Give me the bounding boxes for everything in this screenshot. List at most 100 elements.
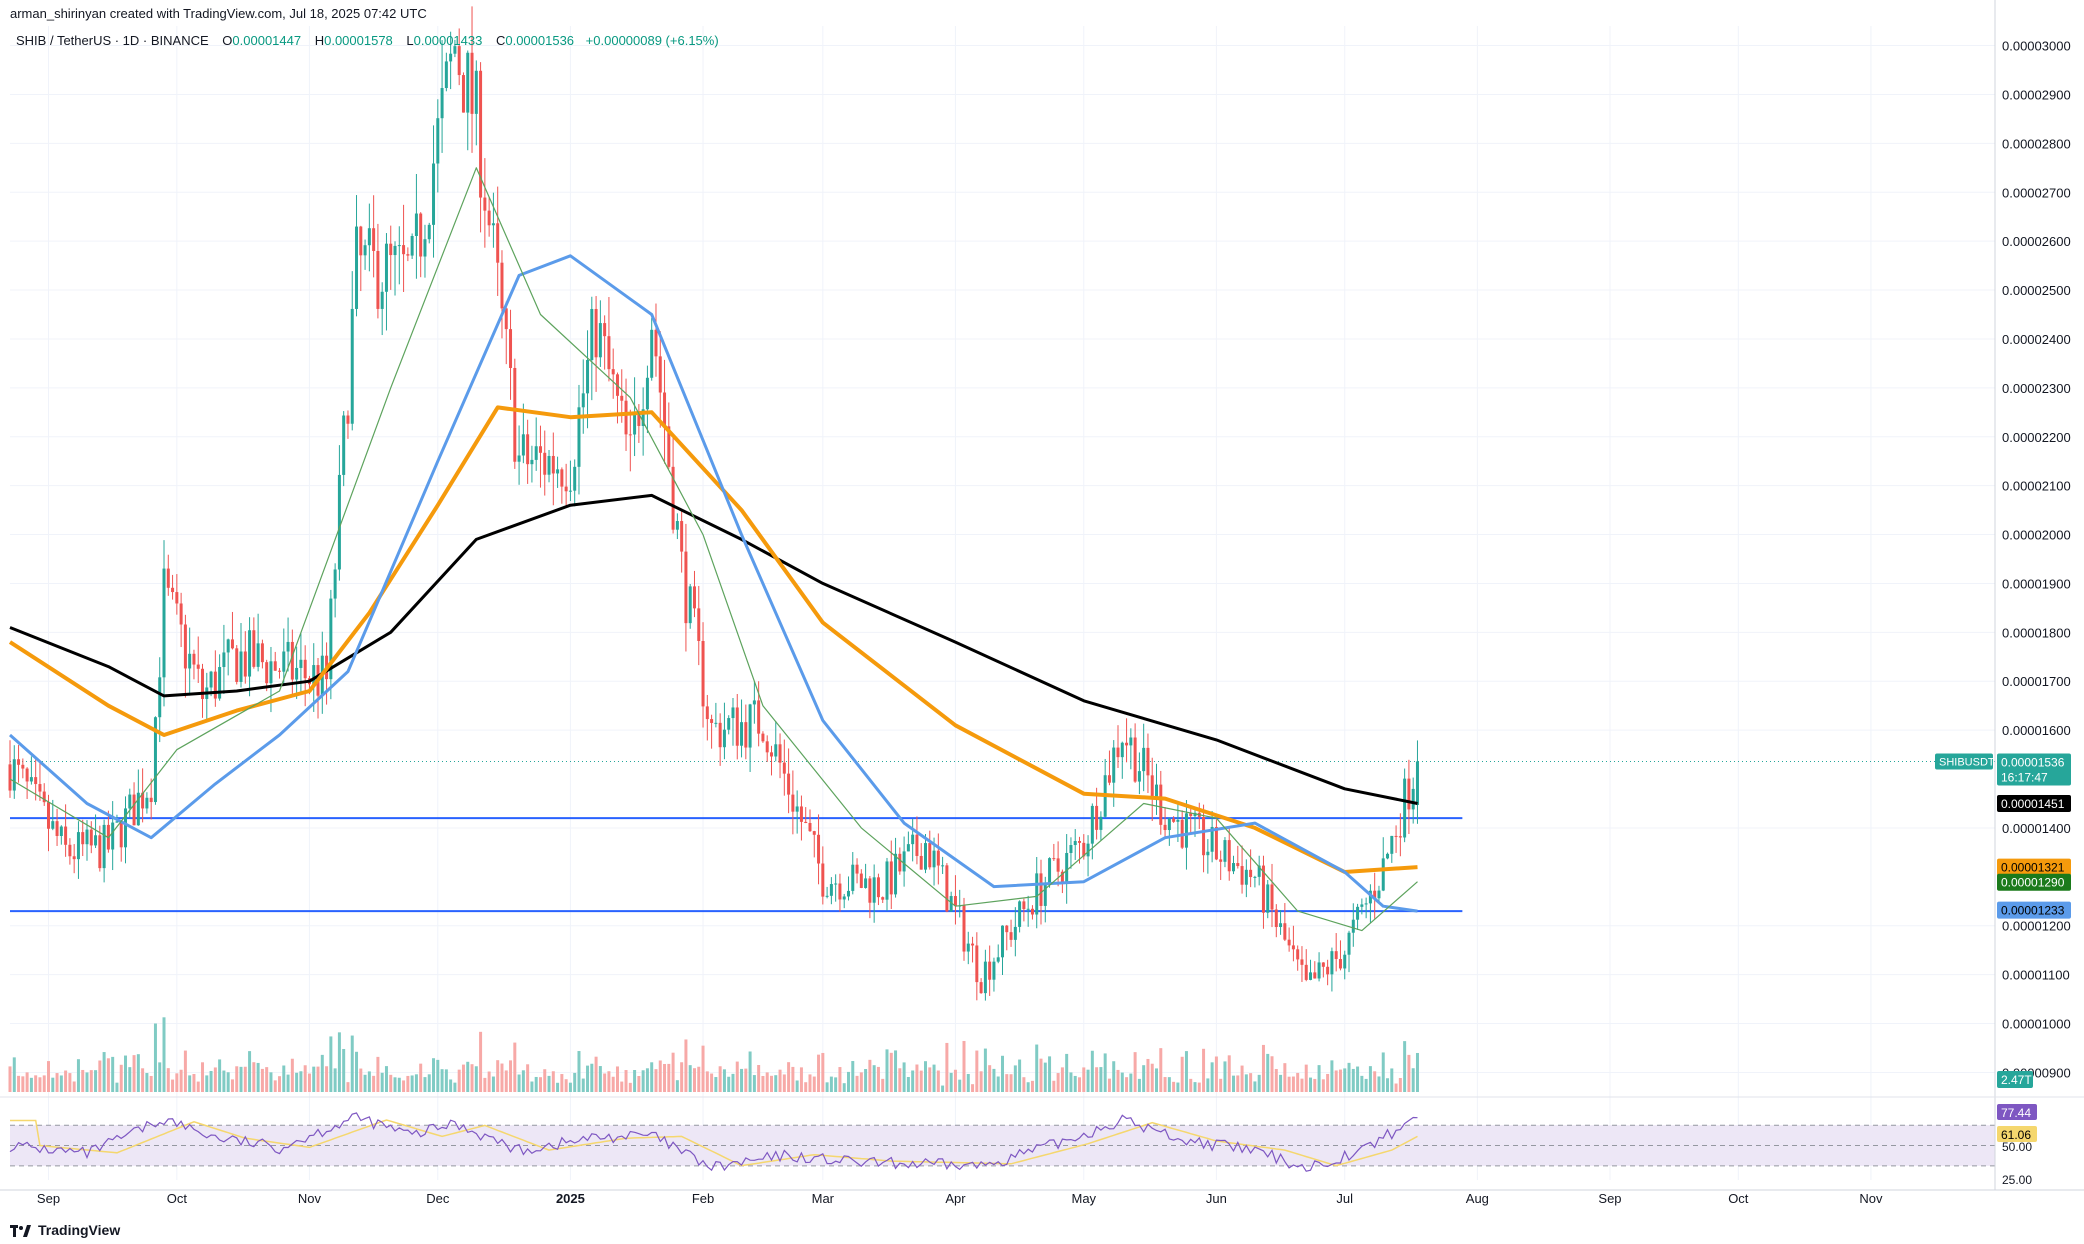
candle-body	[1343, 954, 1347, 969]
attribution-text: arman_shirinyan created with TradingView…	[10, 6, 427, 21]
volume-bar	[325, 1066, 329, 1092]
candle-body	[1146, 747, 1150, 776]
volume-bar	[958, 1079, 962, 1092]
candle-body	[1244, 869, 1248, 885]
candle-body	[962, 905, 966, 952]
high-label: H	[314, 33, 325, 48]
tradingview-logo[interactable]: TradingView	[10, 1222, 120, 1238]
candle-body	[1330, 951, 1334, 975]
volume-bar	[218, 1059, 222, 1092]
volume-bar	[1013, 1065, 1017, 1092]
volume-bar	[29, 1077, 33, 1092]
candle-body	[928, 843, 932, 868]
volume-bar	[795, 1080, 799, 1092]
candle-body	[29, 777, 33, 782]
volume-bar	[971, 1084, 975, 1092]
candle-body	[923, 843, 927, 870]
volume-bar	[808, 1074, 812, 1092]
candle-body	[1112, 747, 1116, 783]
time-axis: Sep Oct Nov Dec 2025 Feb Mar Apr May Jun Jul Aug Sep…	[37, 1191, 1883, 1206]
volume-bar	[838, 1067, 842, 1092]
volume-bar	[564, 1079, 568, 1092]
volume-bar	[47, 1061, 50, 1092]
candle-body	[881, 897, 885, 900]
candle-body	[932, 850, 936, 868]
candle-body	[273, 661, 277, 671]
volume-bar	[449, 1079, 453, 1092]
symbol-legend: SHIB / TetherUS · 1D · BINANCE O0.000014…	[16, 33, 719, 48]
volume-bar	[1398, 1077, 1402, 1092]
volume-bar	[787, 1062, 791, 1092]
candle-body	[688, 586, 692, 624]
candle-body	[1236, 863, 1240, 867]
candle-body	[692, 586, 696, 609]
volume-bar	[603, 1073, 607, 1092]
time-tick-label: Oct	[167, 1191, 188, 1206]
volume-bar	[1219, 1078, 1223, 1092]
volume-bar	[1326, 1073, 1330, 1092]
volume-bar	[196, 1081, 200, 1092]
volume-bar	[350, 1035, 354, 1092]
volume-bar	[868, 1059, 872, 1092]
volume-bar	[230, 1079, 234, 1092]
candle-body	[303, 659, 307, 679]
volume-bar	[624, 1070, 628, 1092]
candle-body	[124, 808, 128, 848]
candle-body	[581, 393, 585, 408]
volume-bar	[658, 1060, 662, 1092]
candle-body	[1167, 818, 1171, 831]
symbol-name[interactable]: SHIB / TetherUS · 1D · BINANCE	[16, 33, 209, 48]
volume-bar	[295, 1072, 299, 1092]
candle-body	[449, 53, 453, 62]
candle-body	[911, 834, 915, 845]
volume-label-bg	[1997, 1071, 2033, 1088]
candle-body	[671, 466, 675, 530]
volume-bar	[842, 1083, 846, 1092]
candle-body	[218, 667, 222, 699]
volume-bar	[444, 1069, 448, 1092]
candle-body	[633, 413, 637, 435]
price-tick-label: 0.00002500	[2002, 283, 2071, 298]
candle-body	[526, 434, 530, 465]
volume-bar	[192, 1074, 196, 1092]
volume-bar	[1364, 1078, 1368, 1092]
volume-bar	[115, 1082, 119, 1092]
volume-bar	[829, 1076, 833, 1092]
volume-bar	[1172, 1081, 1176, 1092]
volume-bar	[1078, 1077, 1082, 1092]
volume-bar	[342, 1048, 346, 1092]
candle-body	[966, 943, 970, 952]
candle-body	[34, 777, 38, 785]
price-tick-label: 0.00002100	[2002, 479, 2071, 494]
volume-bar	[290, 1058, 294, 1092]
volume-bar	[299, 1071, 303, 1092]
volume-bar	[1035, 1044, 1039, 1092]
candle-body	[179, 603, 183, 625]
volume-bar	[166, 1068, 170, 1092]
volume-bar	[1030, 1080, 1034, 1092]
volume-bar	[594, 1056, 598, 1092]
volume-bar	[273, 1080, 277, 1092]
open-label: O	[222, 33, 233, 48]
volume-bar	[936, 1070, 940, 1092]
volume-bar	[928, 1067, 932, 1092]
volume-bar	[1334, 1070, 1338, 1092]
candle-body	[384, 243, 388, 292]
tradingview-logo-icon	[10, 1224, 32, 1237]
candle-body	[85, 829, 89, 845]
candle-body	[1095, 805, 1099, 830]
candle-body	[461, 75, 465, 113]
volume-bar	[902, 1062, 906, 1092]
volume-bar	[774, 1075, 778, 1092]
candle-body	[846, 890, 850, 897]
volume-bar	[864, 1069, 868, 1092]
candle-body	[667, 426, 671, 467]
candle-body	[1373, 890, 1377, 899]
volume-bar	[1330, 1060, 1334, 1092]
volume-bar	[252, 1062, 256, 1092]
candle-body	[1159, 784, 1163, 825]
volume-bar	[402, 1080, 406, 1092]
volume-bar	[1069, 1072, 1073, 1092]
candle-body	[1150, 775, 1154, 798]
